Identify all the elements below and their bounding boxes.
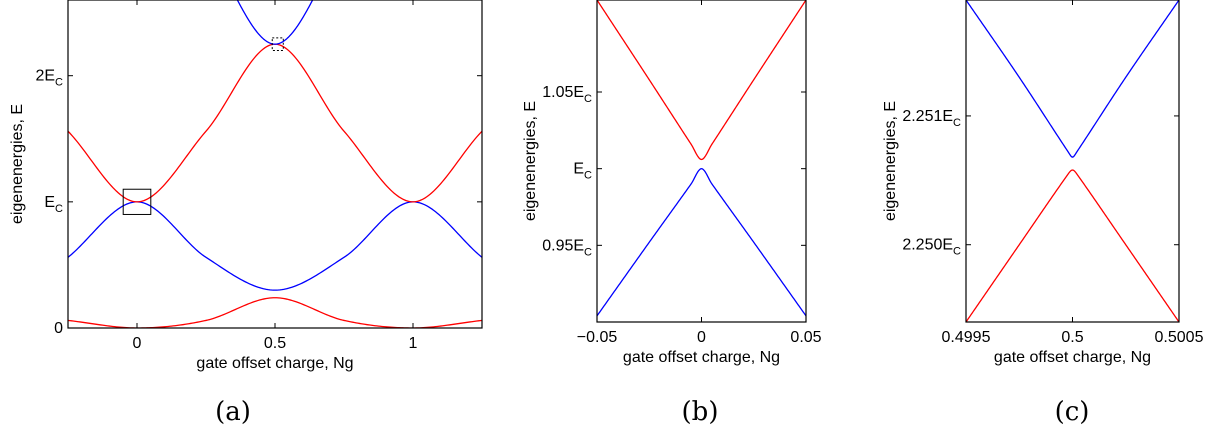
series-group [597, 0, 806, 317]
x-tick-label: 0 [697, 329, 706, 346]
y-tick-label: 2EC [35, 68, 63, 89]
x-tick-label: 0.5 [264, 335, 286, 352]
x-axis-label: gate offset charge, Ng [623, 349, 780, 366]
x-tick-label: 0.5005 [1155, 329, 1204, 346]
series-line-red-2 [597, 0, 806, 161]
panel-caption: (b) [682, 397, 719, 427]
y-tick-label: 2.250EC [902, 237, 961, 258]
y-tick-label: 0.95EC [542, 237, 592, 258]
zoom-box-solid [122, 188, 152, 215]
series-line-blue-1 [597, 168, 806, 317]
series-line-blue-2 [966, 0, 1179, 158]
x-tick-label: 0.4995 [942, 329, 991, 346]
series-group [966, 0, 1179, 322]
series-line-red-1 [966, 169, 1179, 322]
chart-panel-3: 0.4995 0.5 0.5005 2.250EC 2.251EC gate offset… [882, 0, 1204, 427]
x-tick-label: 1 [409, 335, 418, 352]
series-group [68, 0, 482, 328]
axes-frame [965, 0, 1180, 323]
y-tick-label: EC [44, 194, 63, 215]
series-line-red-1 [68, 297, 482, 328]
y-tick-label: EC [573, 161, 592, 182]
panel-caption: (c) [1055, 397, 1090, 427]
series-line-blue-4 [236, 0, 314, 45]
x-tick-label: −0.05 [577, 329, 618, 346]
x-tick-label: 0.5 [1061, 329, 1083, 346]
y-axis-label: eigenenergies, E [9, 104, 26, 224]
y-tick-label: 1.05EC [542, 84, 592, 105]
panel-caption: (a) [215, 397, 251, 427]
y-axis-label: eigenenergies, E [522, 101, 539, 221]
y-tick-label: 0 [54, 320, 63, 337]
chart-panel-2: −0.05 0 0.05 0.95EC EC 1.05EC gate offset char… [522, 0, 822, 427]
x-tick-label: 0 [133, 335, 142, 352]
y-tick-label: 2.251EC [902, 108, 961, 129]
series-line-red-3 [68, 43, 482, 203]
axes-frame [67, 0, 483, 329]
series-line-blue-2 [68, 201, 482, 291]
chart-panel-1: 0 0.5 1 0 EC 2EC gate offset charge, Ng eigenen… [9, 0, 483, 427]
x-axis-label: gate offset charge, Ng [994, 349, 1151, 366]
zoom-box-dotted [271, 37, 284, 51]
x-tick-label: 0.05 [790, 329, 821, 346]
x-axis-label: gate offset charge, Ng [196, 355, 353, 372]
y-axis-label: eigenenergies, E [882, 101, 899, 221]
